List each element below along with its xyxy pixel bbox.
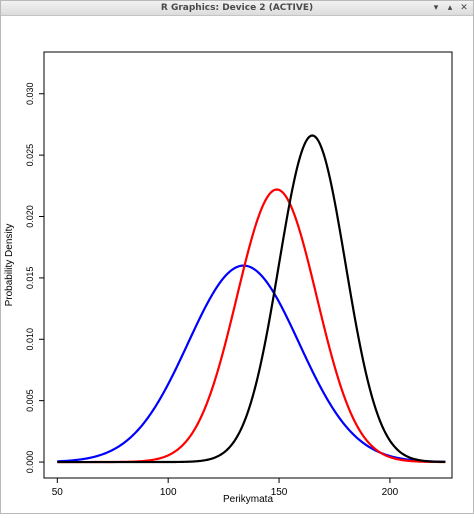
maximize-icon[interactable]: ▴ xyxy=(447,3,453,13)
x-tick-label: 100 xyxy=(160,487,177,498)
x-tick-label: 50 xyxy=(52,487,64,498)
y-tick-label: 0.000 xyxy=(25,451,35,474)
y-tick-label: 0.030 xyxy=(25,82,35,105)
y-tick-label: 0.015 xyxy=(25,267,35,290)
x-tick-label: 200 xyxy=(382,487,399,498)
title-bar[interactable]: R Graphics: Device 2 (ACTIVE) ▾ ▴ ✕ xyxy=(1,1,473,16)
x-axis: 50 100 150 200 xyxy=(52,478,399,498)
plot-frame xyxy=(43,51,453,479)
y-tick-label: 0.005 xyxy=(25,389,35,412)
y-axis-label: Probability Density xyxy=(4,224,15,307)
density-curve xyxy=(57,264,446,463)
density-curve xyxy=(57,134,446,464)
window-title: R Graphics: Device 2 (ACTIVE) xyxy=(160,3,314,13)
x-axis-label: Perikymata xyxy=(223,494,273,505)
y-tick-label: 0.010 xyxy=(25,328,35,351)
minimize-icon[interactable]: ▾ xyxy=(433,3,439,13)
density-curve xyxy=(57,188,446,464)
close-icon[interactable]: ✕ xyxy=(460,3,468,13)
x-tick-label: 150 xyxy=(271,487,288,498)
y-axis: 0.000 0.005 0.010 0.015 0.020 0.025 0.030 xyxy=(25,82,44,473)
y-tick-label: 0.025 xyxy=(25,144,35,167)
plot-area: 50 100 150 200 0.000 0.005 0.010 0.015 0.020 0.0… xyxy=(1,16,473,514)
density-curves xyxy=(57,134,446,464)
y-tick-label: 0.020 xyxy=(25,205,35,228)
density-chart: 50 100 150 200 0.0000.0050.0100.0150.0200.0… xyxy=(4,51,453,505)
window-controls: ▾ ▴ ✕ xyxy=(430,2,470,14)
